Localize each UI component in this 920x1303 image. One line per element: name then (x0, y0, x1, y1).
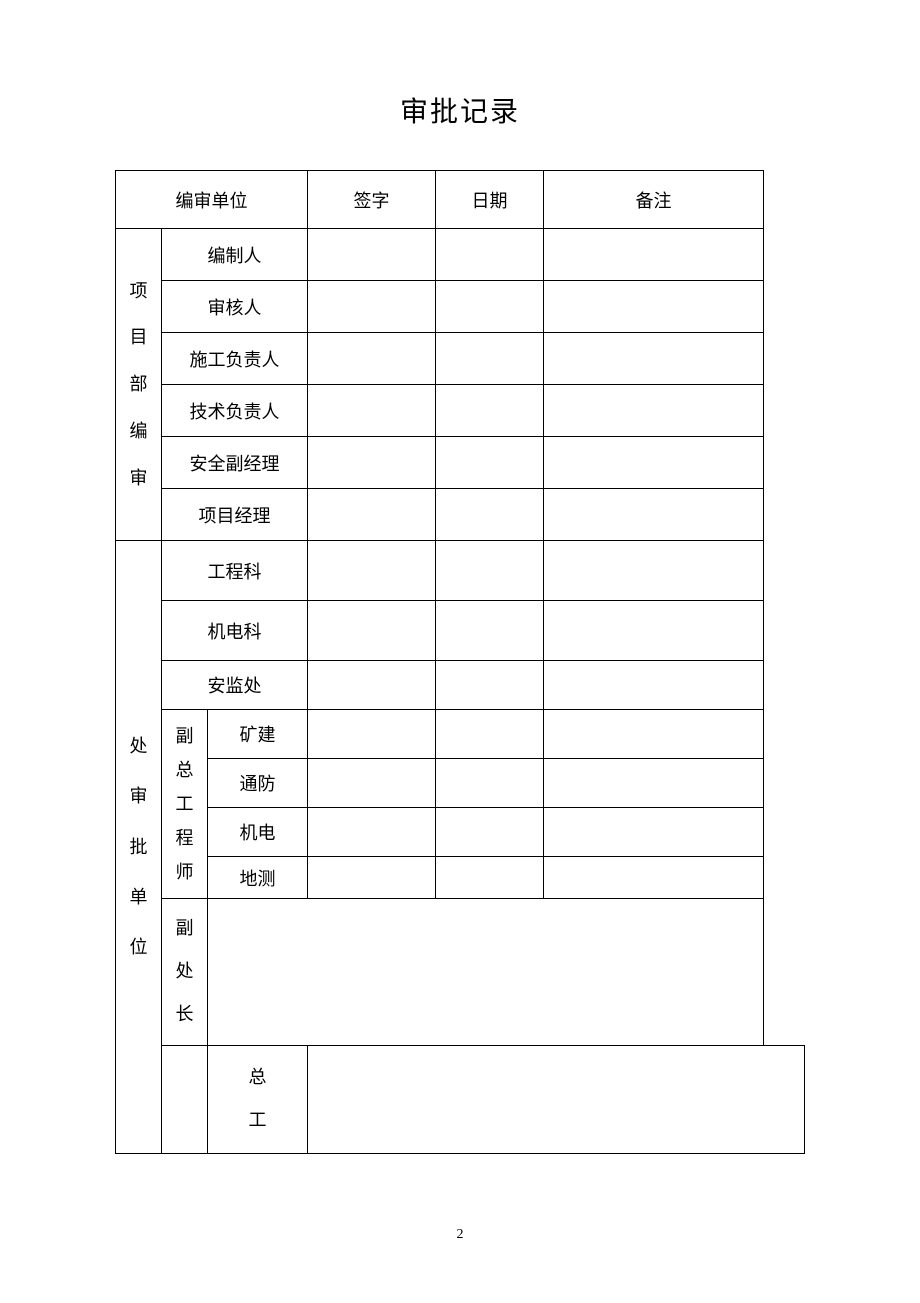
cell-date (436, 385, 544, 437)
cell-role: 工程科 (162, 541, 308, 601)
table-row: 安全副经理 (116, 437, 805, 489)
cell-signature (308, 333, 436, 385)
table-row: 地测 (116, 857, 805, 899)
group-b-label-ext (162, 1045, 208, 1153)
header-date: 日期 (436, 171, 544, 229)
cell-role: 地测 (208, 857, 308, 899)
cell-remark (544, 437, 764, 489)
cell-role: 矿建 (208, 710, 308, 759)
cell-remark (544, 229, 764, 281)
table-row: 副处长 (116, 899, 805, 1046)
table-header-row: 编审单位 签字 日期 备注 (116, 171, 805, 229)
cell-signature (308, 385, 436, 437)
table-row: 机电 (116, 808, 805, 857)
header-unit: 编审单位 (116, 171, 308, 229)
page-title: 审批记录 (115, 90, 805, 130)
page-number: 2 (0, 1227, 920, 1243)
cell-role: 审核人 (162, 281, 308, 333)
cell-role: 通防 (208, 759, 308, 808)
cell-date (436, 808, 544, 857)
cell-remark (544, 759, 764, 808)
table-row: 机电科 (116, 601, 805, 661)
cell-date (436, 281, 544, 333)
cell-date (436, 759, 544, 808)
cell-remark (544, 489, 764, 541)
cell-signature (308, 541, 436, 601)
group-a-label: 项目部编审 (116, 229, 162, 541)
cell-date (436, 489, 544, 541)
cell-date (436, 437, 544, 489)
cell-role: 安监处 (162, 661, 308, 710)
cell-remark (544, 857, 764, 899)
cell-remark (544, 385, 764, 437)
vertical-label: 项目部编审 (116, 260, 161, 510)
table-row: 副总工程师 矿建 (116, 710, 805, 759)
cell-signature (308, 229, 436, 281)
cell-date (436, 541, 544, 601)
cell-role: 机电科 (162, 601, 308, 661)
table-row: 项目经理 (116, 489, 805, 541)
cell-remark (544, 541, 764, 601)
cell-role: 项目经理 (162, 489, 308, 541)
cell-date (436, 857, 544, 899)
cell-date (436, 710, 544, 759)
table-row: 技术负责人 (116, 385, 805, 437)
vertical-label: 处审批单位 (116, 713, 161, 981)
vertical-label: 副处长 (162, 899, 207, 1045)
cell-date (436, 601, 544, 661)
cell-signature (308, 437, 436, 489)
cell-role: 安全副经理 (162, 437, 308, 489)
approval-table: 编审单位 签字 日期 备注 项目部编审 编制人 审核人 施工负责人 (115, 170, 805, 1154)
cell-signature (308, 489, 436, 541)
cell-signature (308, 759, 436, 808)
table-row: 通防 (116, 759, 805, 808)
cell-role: 机电 (208, 808, 308, 857)
table-row: 安监处 (116, 661, 805, 710)
cell-role: 副处长 (162, 899, 208, 1046)
cell-signature (308, 808, 436, 857)
header-signature: 签字 (308, 171, 436, 229)
cell-merged (208, 899, 764, 1046)
cell-signature (308, 857, 436, 899)
cell-date (436, 229, 544, 281)
table-row: 审核人 (116, 281, 805, 333)
cell-remark (544, 661, 764, 710)
cell-signature (308, 710, 436, 759)
cell-remark (544, 601, 764, 661)
cell-remark (544, 808, 764, 857)
cell-role: 总工 (208, 1045, 308, 1153)
cell-role: 施工负责人 (162, 333, 308, 385)
group-b-label: 处审批单位 (116, 541, 162, 1154)
vertical-label: 总工 (208, 1048, 307, 1150)
table-row: 总工 (116, 1045, 805, 1153)
table-row: 项目部编审 编制人 (116, 229, 805, 281)
header-remark: 备注 (544, 171, 764, 229)
cell-role: 编制人 (162, 229, 308, 281)
cell-role: 技术负责人 (162, 385, 308, 437)
cell-remark (544, 281, 764, 333)
table-row: 处审批单位 工程科 (116, 541, 805, 601)
subgroup-label: 副总工程师 (162, 710, 208, 899)
cell-date (436, 661, 544, 710)
cell-remark (544, 333, 764, 385)
table-row: 施工负责人 (116, 333, 805, 385)
cell-signature (308, 601, 436, 661)
cell-signature (308, 281, 436, 333)
cell-date (436, 333, 544, 385)
cell-remark (544, 710, 764, 759)
cell-signature (308, 661, 436, 710)
cell-merged (308, 1045, 805, 1153)
vertical-label: 副总工程师 (162, 711, 207, 898)
